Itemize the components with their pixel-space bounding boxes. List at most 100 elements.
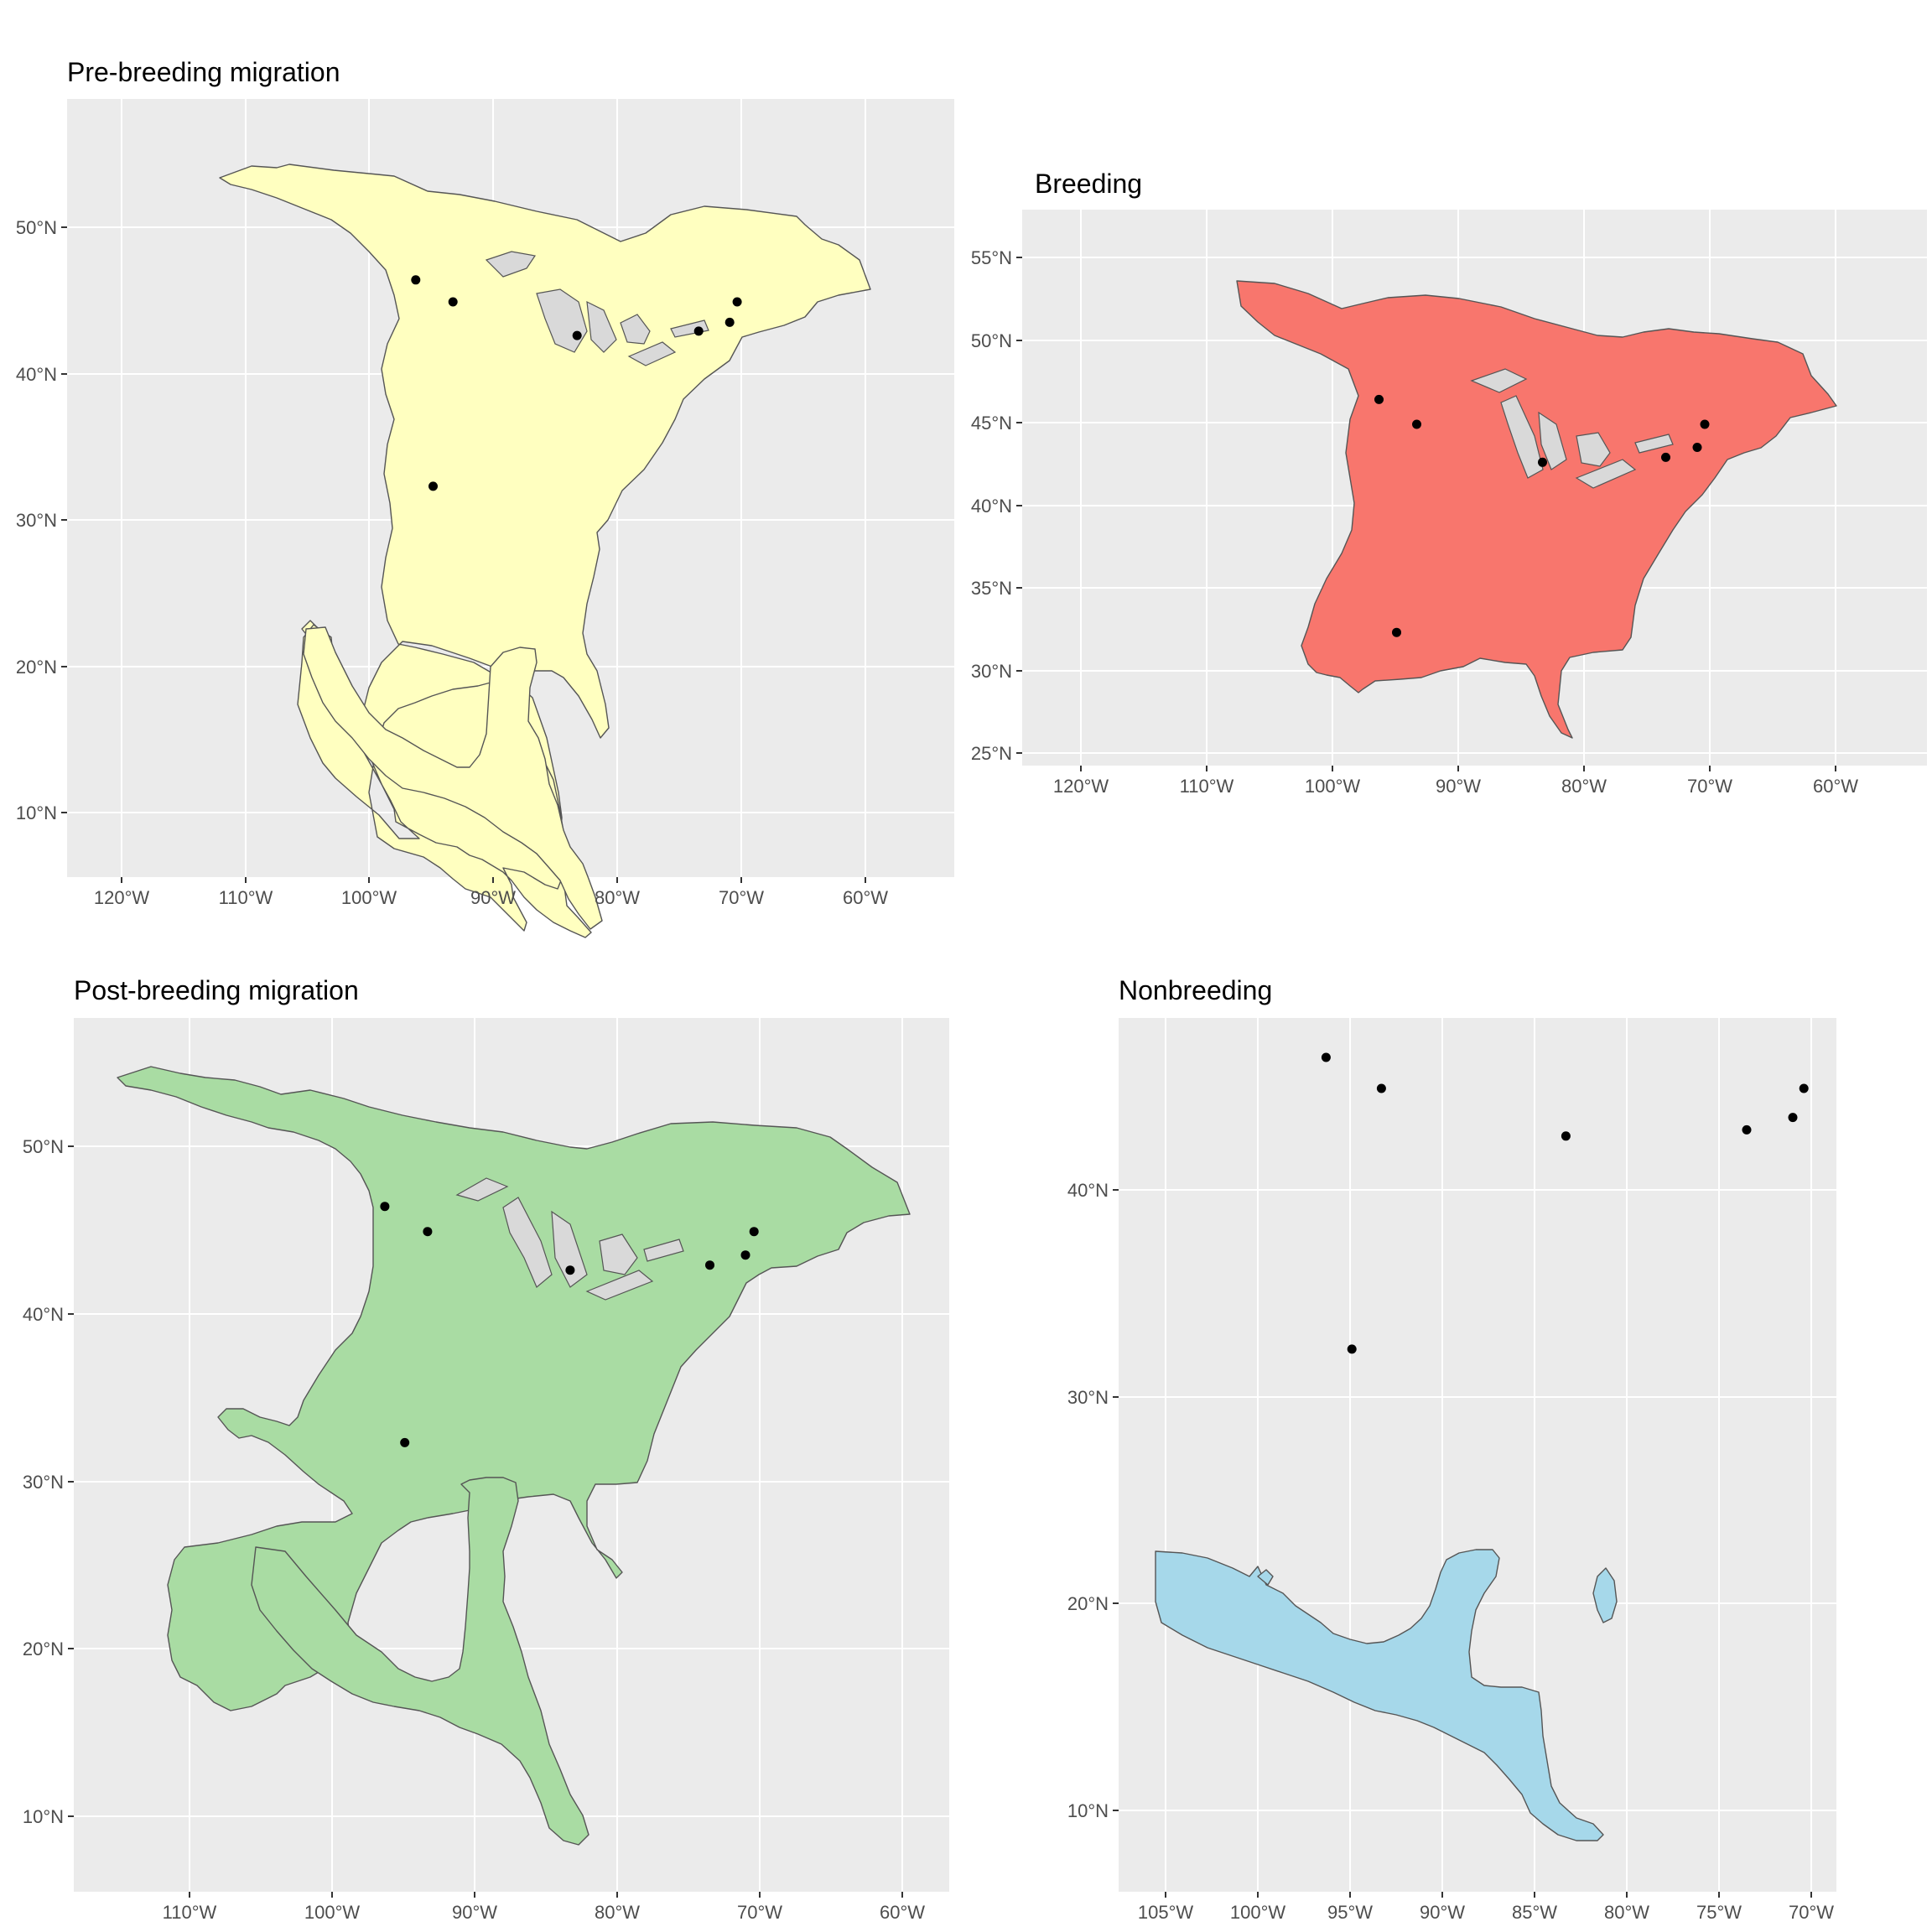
x-tick-label: 100°W [304,1902,361,1923]
site-markers [411,275,742,491]
y-tick-label: 35°N [971,578,1012,599]
site-point [428,481,438,491]
y-tick-label: 40°N [1067,1180,1109,1201]
site-point [724,317,735,327]
x-axis: 105°W 100°W 95°W 90°W 85°W 80°W 75°W 70°… [1138,1892,1834,1923]
x-tick-label: 70°W [1687,776,1732,797]
florida-fragment-shape [1592,1567,1618,1623]
site-point [1799,1083,1809,1093]
x-axis: 110°W 100°W 90°W 80°W 70°W 60°W [163,1892,925,1923]
x-tick-label: 100°W [341,887,397,908]
site-point [1412,419,1421,429]
x-tick-label: 100°W [1305,776,1361,797]
x-tick-label: 105°W [1138,1902,1194,1923]
x-tick-label: 75°W [1696,1902,1742,1923]
x-tick-label: 95°W [1327,1902,1373,1923]
site-point [1376,1083,1386,1093]
y-tick-label: 10°N [16,802,57,823]
site-point [423,1227,433,1237]
y-tick-label: 30°N [23,1472,64,1493]
panel-background [1119,1018,1836,1892]
site-point [565,1265,575,1275]
x-tick-label: 80°W [595,887,640,908]
site-point [380,1202,390,1212]
panel-title: Pre-breeding migration [67,57,340,87]
site-point [1742,1124,1752,1135]
range-polygon [219,164,871,938]
y-tick-label: 40°N [16,364,57,385]
site-point [1788,1113,1798,1123]
site-markers [380,1202,759,1447]
y-tick-label: 20°N [16,657,57,678]
y-tick-label: 55°N [971,247,1012,268]
y-axis: 25°N 30°N 35°N 40°N 45°N 50°N 55°N [971,247,1022,764]
central-america-range-shape [303,626,603,930]
range-polygon [1236,280,1837,739]
site-point [732,297,742,307]
y-axis: 10°N 20°N 30°N 40°N [1067,1180,1119,1821]
x-tick-label: 85°W [1512,1902,1557,1923]
site-point [740,1250,750,1260]
y-tick-label: 50°N [16,217,57,238]
range-polygon [117,1066,911,1846]
y-tick-label: 50°N [971,330,1012,351]
site-point [705,1260,714,1270]
x-tick-label: 80°W [595,1902,640,1923]
y-tick-label: 20°N [1067,1593,1109,1614]
y-tick-label: 10°N [1067,1800,1109,1821]
x-tick-label: 80°W [1604,1902,1649,1923]
site-point [1661,452,1670,462]
north-america-range-shape [117,1066,911,1711]
x-tick-label: 110°W [1180,776,1234,797]
central-america-range-shape [251,1477,589,1846]
panel-breeding: Breeding [971,169,1927,797]
x-tick-label: 60°W [880,1902,925,1923]
site-point [1347,1344,1357,1354]
x-tick-label: 60°W [1813,776,1858,797]
y-tick-label: 30°N [971,661,1012,682]
site-point [572,330,582,340]
y-tick-label: 20°N [23,1639,64,1659]
north-america-range-shape [1236,280,1837,739]
x-axis: 120°W 110°W 100°W 90°W 80°W 70°W 60°W [1053,766,1858,797]
x-tick-label: 90°W [452,1902,497,1923]
y-tick-label: 10°N [23,1806,64,1827]
x-axis: 120°W 110°W 100°W 90°W 80°W 70°W 60°W [94,877,888,908]
site-point [411,275,421,285]
site-point [1392,627,1401,637]
panel-post-breeding: Post-breeding migration [23,975,949,1923]
x-tick-label: 110°W [163,1902,217,1923]
site-point [1374,394,1384,404]
panel-pre-breeding: Pre-breeding migration [16,57,954,938]
x-tick-label: 70°W [737,1902,782,1923]
site-point [448,297,458,307]
x-tick-label: 120°W [94,887,150,908]
x-tick-label: 90°W [470,887,516,908]
y-tick-label: 50°N [23,1136,64,1157]
x-tick-label: 100°W [1230,1902,1286,1923]
site-point [749,1227,759,1237]
x-tick-label: 110°W [219,887,273,908]
y-tick-label: 45°N [971,413,1012,434]
site-point [1561,1131,1571,1141]
site-point [1692,443,1702,452]
x-tick-label: 90°W [1420,1902,1465,1923]
site-point [1538,457,1547,467]
panel-title: Post-breeding migration [74,975,359,1005]
panel-title: Breeding [1035,169,1142,199]
x-tick-label: 70°W [1789,1902,1834,1923]
y-axis: 10°N 20°N 30°N 40°N 50°N [16,217,67,823]
island-fragment-shape [1257,1569,1274,1586]
y-tick-label: 30°N [16,510,57,531]
site-markers [1374,394,1710,637]
y-tick-label: 40°N [971,496,1012,517]
panel-title: Nonbreeding [1119,975,1272,1005]
site-point [693,326,704,336]
range-polygon [1155,1549,1618,1841]
site-point [1700,419,1710,429]
site-point [1321,1052,1331,1062]
x-tick-label: 80°W [1561,776,1607,797]
x-tick-label: 120°W [1053,776,1109,797]
site-point [400,1437,410,1447]
